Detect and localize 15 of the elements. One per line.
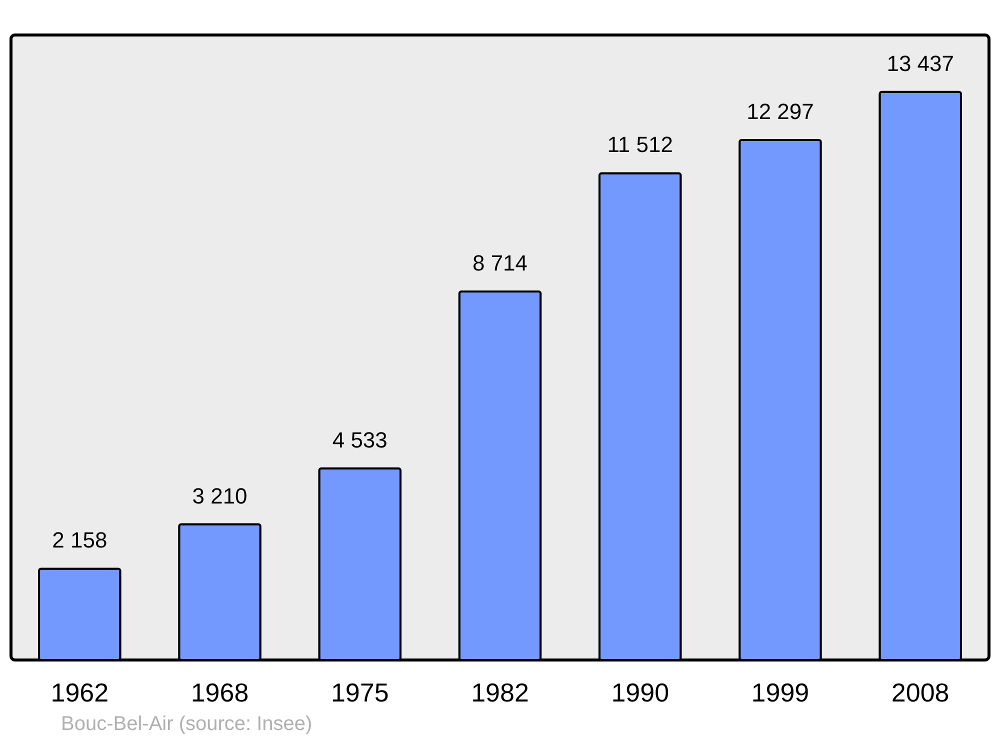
text: Bouc-Bel-Air (source: Insee)	[61, 713, 312, 735]
data-label: 13 437	[886, 50, 954, 76]
x-tick-label: 1968	[190, 678, 249, 708]
x-tick-label: 2008	[891, 678, 950, 708]
x-tick-label: 1975	[330, 678, 389, 708]
x-tick-label: 1962	[50, 678, 109, 708]
data-label: 12 297	[746, 99, 814, 124]
data-label: 4 533	[332, 427, 388, 452]
x-tick-label: 1990	[611, 678, 670, 708]
x-tick-label: 1982	[471, 678, 529, 708]
data-label: 3 210	[192, 483, 248, 508]
data-label: 11 512	[607, 132, 673, 158]
x-tick-label: 1999	[751, 678, 810, 708]
data-label: 2 158	[52, 528, 108, 553]
data-label: 8 714	[472, 250, 528, 276]
